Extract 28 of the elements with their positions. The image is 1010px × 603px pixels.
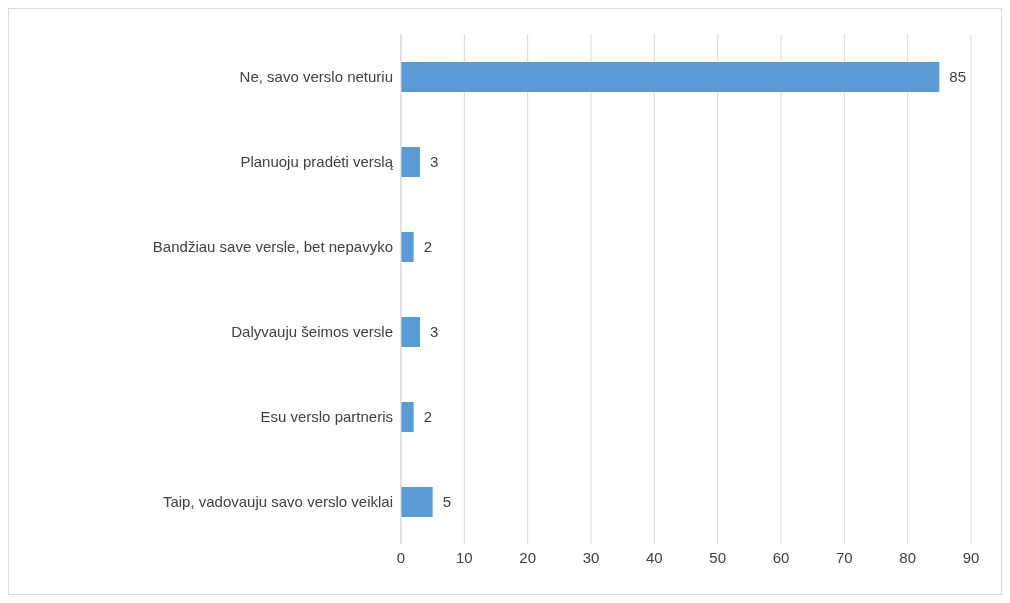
y-tick-label: Bandžiau save versle, bet nepavyko	[152, 237, 393, 255]
x-tick-label: 70	[835, 548, 853, 566]
bar	[401, 62, 940, 92]
y-tick-label: Taip, vadovauju savo verslo veiklai	[162, 492, 393, 510]
data-label: 2	[423, 408, 433, 426]
x-tick-label: 80	[899, 548, 917, 566]
x-tick-label: 90	[962, 548, 980, 566]
x-tick-label: 10	[455, 548, 473, 566]
bar	[401, 147, 420, 177]
x-tick-label: 60	[772, 548, 790, 566]
data-label: 5	[442, 493, 452, 511]
data-label: 3	[430, 153, 439, 171]
bar	[401, 487, 433, 517]
x-tick-label: 0	[396, 548, 406, 566]
data-label: 2	[423, 238, 433, 256]
data-label: 3	[430, 323, 439, 341]
bar	[401, 402, 414, 432]
bar	[401, 232, 414, 262]
data-label: 85	[949, 68, 967, 86]
y-tick-label: Ne, savo verslo neturiu	[239, 67, 393, 85]
y-tick-label: Planuoju pradėti verslą	[240, 152, 394, 170]
x-tick-label: 20	[519, 548, 537, 566]
x-tick-label: 50	[709, 548, 727, 566]
y-tick-label: Dalyvauju šeimos versle	[231, 322, 393, 340]
x-tick-label: 40	[645, 548, 663, 566]
y-tick-label: Esu verslo partneris	[260, 407, 393, 425]
bar	[401, 317, 420, 347]
x-tick-label: 30	[582, 548, 600, 566]
